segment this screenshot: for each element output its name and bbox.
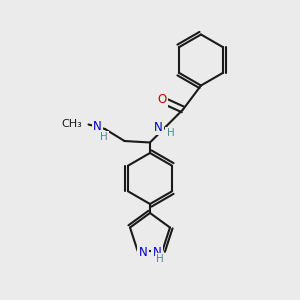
Text: N: N — [139, 246, 147, 259]
Text: H: H — [100, 132, 107, 142]
Text: H: H — [156, 254, 164, 264]
Text: O: O — [158, 93, 166, 106]
Text: N: N — [154, 121, 163, 134]
Text: N: N — [153, 246, 161, 259]
Text: CH₃: CH₃ — [62, 118, 82, 129]
Text: H: H — [167, 128, 174, 139]
Text: N: N — [93, 120, 102, 133]
